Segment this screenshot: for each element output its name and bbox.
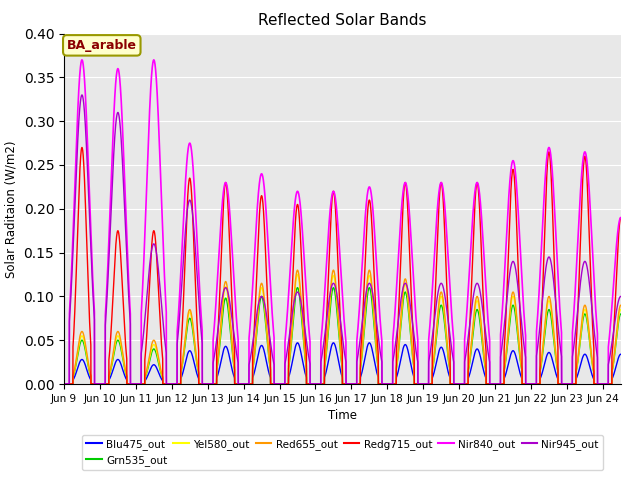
Red655_out — [80, 333, 88, 339]
Grn535_out — [395, 344, 403, 349]
Grn535_out — [411, 381, 419, 387]
Nir840_out — [80, 72, 88, 77]
Red655_out — [395, 338, 403, 344]
Nir945_out — [80, 105, 88, 110]
Redg715_out — [80, 168, 88, 174]
Line: Grn535_out: Grn535_out — [64, 288, 639, 384]
Yel580_out — [395, 341, 403, 347]
Grn535_out — [294, 285, 301, 290]
Blu475_out — [395, 365, 403, 371]
Yel580_out — [330, 275, 338, 280]
Grn535_out — [499, 381, 506, 387]
Blu475_out — [411, 381, 419, 387]
Blu475_out — [281, 381, 289, 387]
Nir945_out — [395, 312, 403, 318]
Line: Nir840_out: Nir840_out — [64, 60, 639, 384]
Grn535_out — [330, 287, 338, 292]
Yel580_out — [499, 381, 506, 387]
Nir840_out — [60, 381, 68, 387]
Nir945_out — [635, 381, 640, 387]
Redg715_out — [411, 381, 419, 387]
Redg715_out — [78, 144, 86, 150]
Redg715_out — [499, 381, 506, 387]
Nir945_out — [330, 281, 338, 287]
Nir840_out — [635, 381, 640, 387]
Line: Nir945_out: Nir945_out — [64, 95, 639, 384]
Nir840_out — [395, 243, 403, 249]
Red655_out — [635, 381, 640, 387]
Redg715_out — [60, 381, 68, 387]
Red655_out — [294, 267, 301, 273]
Grn535_out — [60, 381, 68, 387]
Blu475_out — [80, 359, 88, 365]
Line: Red655_out: Red655_out — [64, 270, 639, 384]
Red655_out — [499, 381, 506, 387]
Redg715_out — [330, 192, 338, 198]
Yel580_out — [411, 381, 419, 387]
Redg715_out — [281, 381, 289, 387]
Y-axis label: Solar Raditaion (W/m2): Solar Raditaion (W/m2) — [5, 140, 18, 277]
Line: Blu475_out: Blu475_out — [64, 343, 639, 384]
Grn535_out — [635, 381, 640, 387]
X-axis label: Time: Time — [328, 409, 357, 422]
Yel580_out — [60, 381, 68, 387]
Red655_out — [281, 381, 289, 387]
Redg715_out — [635, 381, 640, 387]
Nir945_out — [281, 361, 289, 367]
Grn535_out — [281, 381, 289, 387]
Blu475_out — [635, 381, 640, 387]
Title: Reflected Solar Bands: Reflected Solar Bands — [258, 13, 427, 28]
Yel580_out — [635, 381, 640, 387]
Yel580_out — [281, 381, 289, 387]
Legend: Blu475_out, Grn535_out, Yel580_out, Red655_out, Redg715_out, Nir840_out, Nir945_: Blu475_out, Grn535_out, Yel580_out, Red6… — [82, 435, 603, 470]
Blu475_out — [499, 381, 506, 387]
Yel580_out — [80, 337, 88, 343]
Blu475_out — [60, 381, 68, 387]
Grn535_out — [80, 341, 88, 347]
Line: Redg715_out: Redg715_out — [64, 147, 639, 384]
Redg715_out — [395, 300, 403, 305]
Red655_out — [411, 381, 419, 387]
Nir945_out — [499, 339, 506, 345]
Blu475_out — [330, 341, 338, 347]
Nir945_out — [78, 92, 86, 98]
Nir945_out — [411, 337, 419, 343]
Nir840_out — [330, 190, 338, 196]
Nir840_out — [411, 294, 419, 300]
Line: Yel580_out: Yel580_out — [64, 275, 639, 384]
Text: BA_arable: BA_arable — [67, 39, 137, 52]
Blu475_out — [294, 340, 301, 346]
Nir840_out — [78, 57, 86, 63]
Yel580_out — [294, 272, 301, 277]
Nir945_out — [60, 381, 68, 387]
Red655_out — [330, 269, 338, 275]
Red655_out — [60, 381, 68, 387]
Nir840_out — [281, 339, 289, 345]
Nir840_out — [499, 305, 506, 311]
